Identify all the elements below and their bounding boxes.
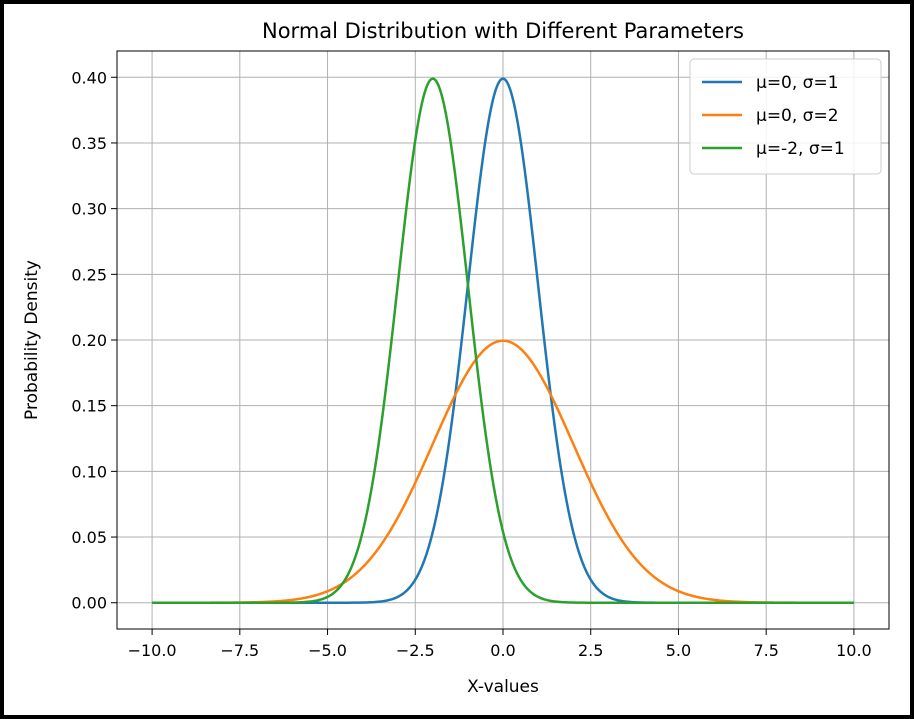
x-tick-label: −5.0 bbox=[308, 641, 347, 660]
x-tick-label: −2.5 bbox=[396, 641, 435, 660]
y-tick-label: 0.25 bbox=[71, 265, 107, 284]
y-tick-label: 0.15 bbox=[71, 397, 107, 416]
figure: Normal Distribution with Different Param… bbox=[4, 4, 910, 715]
y-tick-label: 0.10 bbox=[71, 462, 107, 481]
x-tick-label: −7.5 bbox=[220, 641, 259, 660]
y-axis-ticks: 0.00 0.05 0.10 0.15 0.20 0.25 0.30 0.35 0.40 bbox=[71, 68, 117, 613]
x-axis-label: X-values bbox=[467, 677, 539, 697]
x-tick-label: 7.5 bbox=[753, 641, 778, 660]
y-tick-label: 0.05 bbox=[71, 528, 107, 547]
y-tick-label: 0.30 bbox=[71, 200, 107, 219]
y-tick-label: 0.00 bbox=[71, 594, 107, 613]
x-axis-ticks: −10.0 −7.5 −5.0 −2.5 0.0 2.5 5.0 7.5 10.0 bbox=[128, 629, 872, 660]
x-tick-label: 2.5 bbox=[578, 641, 603, 660]
x-tick-label: −10.0 bbox=[128, 641, 177, 660]
series-lines bbox=[152, 77, 854, 604]
legend-box bbox=[689, 58, 882, 175]
chart-title: Normal Distribution with Different Param… bbox=[262, 19, 744, 43]
legend-label: μ=0, σ=1 bbox=[756, 73, 839, 93]
x-tick-label: 5.0 bbox=[666, 641, 691, 660]
y-tick-label: 0.40 bbox=[71, 68, 107, 87]
x-tick-label: 10.0 bbox=[836, 641, 872, 660]
legend-label: μ=0, σ=2 bbox=[756, 106, 839, 126]
normal-distribution-chart: Normal Distribution with Different Param… bbox=[22, 19, 890, 697]
y-axis-label: Probability Density bbox=[22, 260, 42, 420]
legend-label: μ=-2, σ=1 bbox=[756, 139, 845, 159]
y-tick-label: 0.20 bbox=[71, 331, 107, 350]
legend: μ=0, σ=1 μ=0, σ=2 μ=-2, σ=1 bbox=[689, 58, 882, 175]
x-tick-label: 0.0 bbox=[490, 641, 515, 660]
series-line-3 bbox=[152, 77, 854, 604]
y-tick-label: 0.35 bbox=[71, 134, 107, 153]
